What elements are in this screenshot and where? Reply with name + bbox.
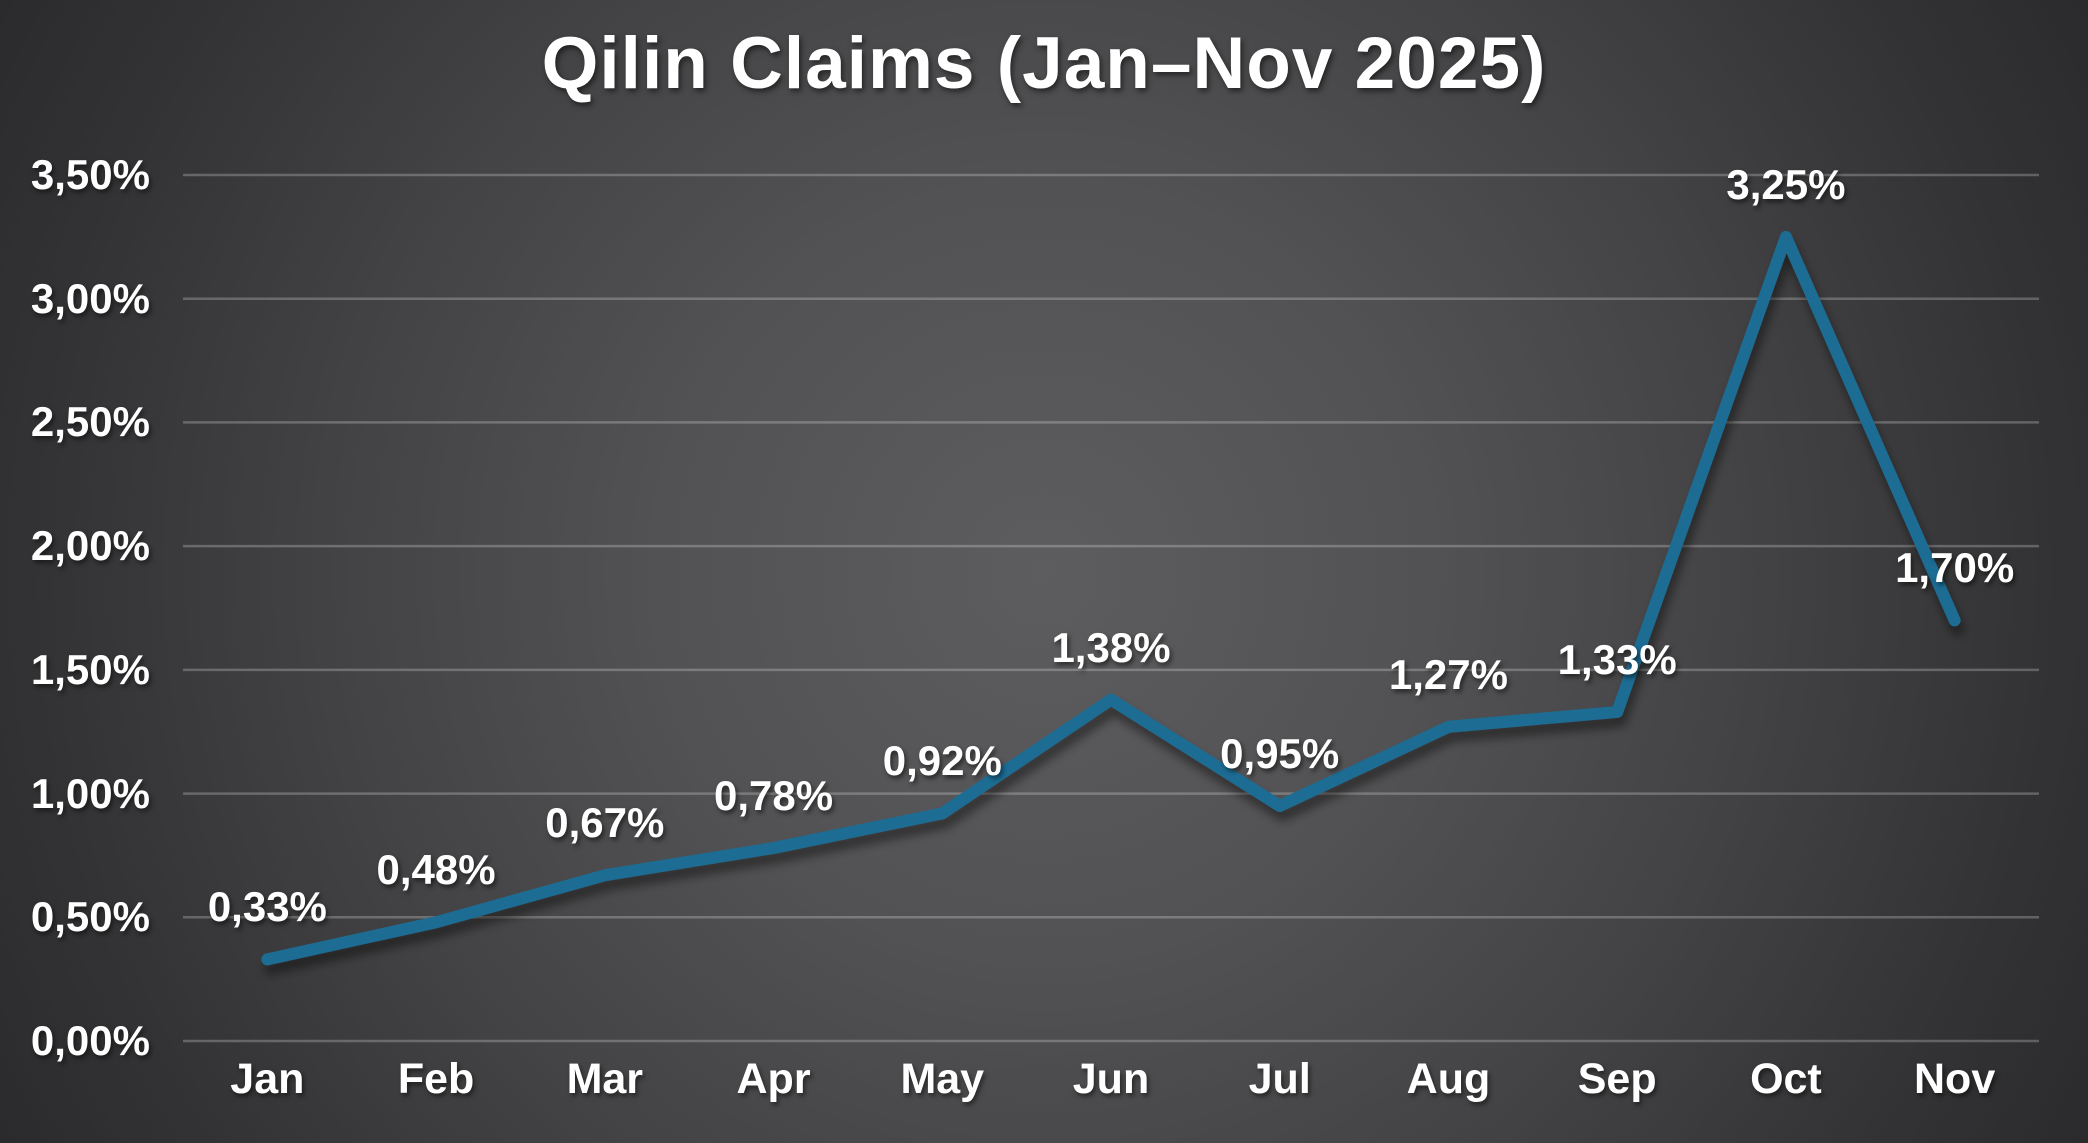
y-axis-tick-label: 3,50% bbox=[30, 151, 150, 198]
x-axis-tick-label: Jul bbox=[1248, 1055, 1311, 1103]
data-label: 0,95% bbox=[1220, 729, 1340, 777]
data-label: 1,70% bbox=[1895, 544, 2015, 592]
data-label: 0,33% bbox=[207, 883, 327, 931]
y-axis-tick-label: 2,00% bbox=[30, 522, 150, 570]
y-axis-tick-label: 1,50% bbox=[30, 645, 150, 693]
y-axis-tick-label: 0,00% bbox=[30, 1017, 150, 1064]
data-label: 1,38% bbox=[1051, 623, 1171, 671]
series-line bbox=[261, 230, 1961, 966]
x-axis-tick-label: Sep bbox=[1577, 1055, 1657, 1103]
chart-title: Qilin Claims (Jan–Nov 2025) bbox=[541, 23, 1547, 104]
x-axis-tick-label: Jun bbox=[1072, 1055, 1150, 1103]
x-axis-tick-label: Aug bbox=[1406, 1055, 1491, 1103]
y-axis-tick-label: 1,00% bbox=[30, 769, 150, 817]
data-label: 0,48% bbox=[376, 846, 496, 894]
series bbox=[261, 230, 1961, 966]
data-label: 1,27% bbox=[1388, 650, 1508, 698]
gridlines bbox=[183, 173, 2039, 1043]
x-axis-tick-label: Mar bbox=[566, 1055, 644, 1103]
y-axis-tick-label: 3,00% bbox=[30, 274, 150, 322]
data-label: 0,92% bbox=[882, 737, 1002, 785]
x-axis-tick-label: May bbox=[900, 1055, 985, 1103]
y-axis-tick-label: 0,50% bbox=[30, 893, 150, 941]
x-axis-tick-label: Oct bbox=[1750, 1055, 1822, 1103]
data-label: 3,25% bbox=[1726, 160, 1846, 208]
data-label: 0,67% bbox=[545, 799, 665, 847]
x-axis-tick-label: Nov bbox=[1914, 1055, 1996, 1103]
x-axis-tick-label: Jan bbox=[230, 1055, 305, 1103]
y-axis-tick-label: 2,50% bbox=[30, 398, 150, 446]
x-axis-tick-label: Feb bbox=[397, 1055, 475, 1103]
x-axis-tick-label: Apr bbox=[736, 1055, 811, 1103]
data-label: 0,78% bbox=[713, 772, 834, 819]
data-label: 1,33% bbox=[1557, 635, 1677, 683]
